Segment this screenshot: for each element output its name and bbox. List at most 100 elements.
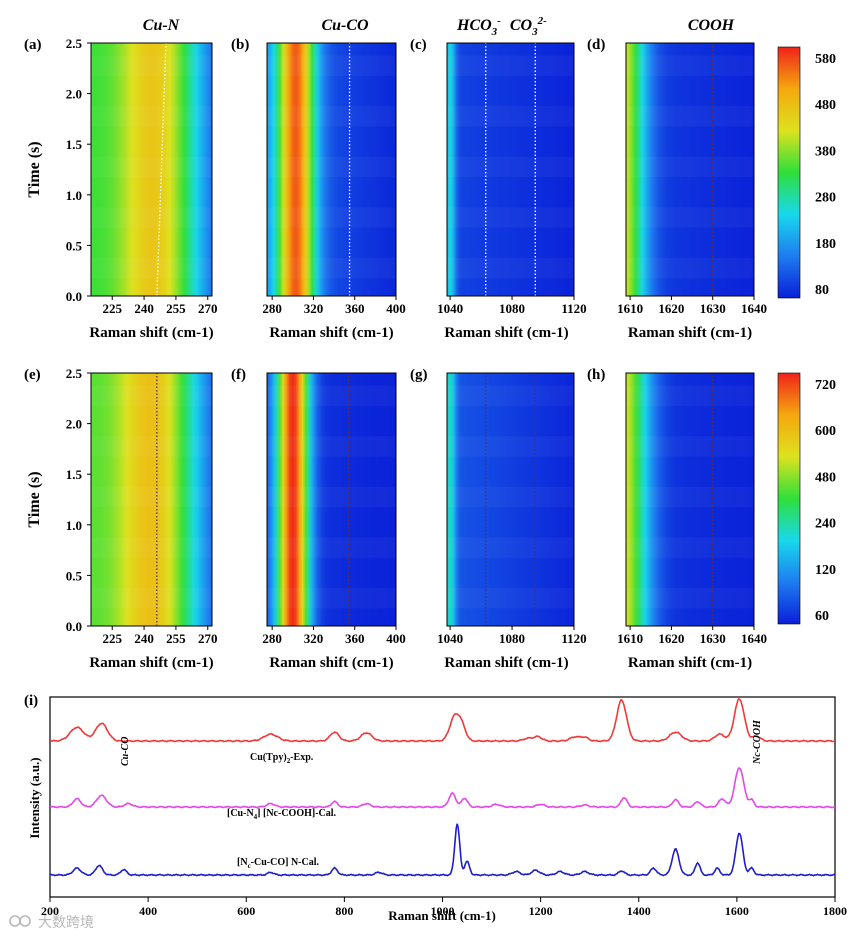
text-part: ] [Nc-COOH]-Cal. bbox=[257, 808, 336, 819]
spectra-panel-i: 200 400 600 800 1000 1200 1400 1600 1800 Raman sh… bbox=[24, 693, 847, 923]
x-tick-label: 1400 bbox=[627, 904, 651, 918]
colorbar-tick-label: 480 bbox=[815, 470, 836, 485]
y-tick-label: 0.5 bbox=[66, 238, 83, 253]
colorbar-tick-label: 120 bbox=[815, 563, 836, 578]
x-tick-label: 320 bbox=[304, 301, 324, 316]
y-axis-label: Time (s) bbox=[26, 471, 43, 527]
colorbar-tick-label: 580 bbox=[815, 52, 836, 67]
heatmap-texture-band bbox=[626, 385, 754, 406]
heatmap-panel-d bbox=[626, 43, 754, 296]
colorbar-frame bbox=[777, 372, 801, 625]
panel-frame bbox=[625, 42, 755, 297]
heatmap-texture-band bbox=[267, 55, 396, 76]
heatmap-texture-band bbox=[447, 207, 574, 228]
heatmap-panel-h bbox=[626, 373, 754, 626]
panel-title: COOH bbox=[688, 17, 735, 34]
x-axis-label: Raman shift (cm-1) bbox=[444, 655, 568, 671]
heatmap-texture-band bbox=[91, 106, 212, 127]
x-tick-label: 280 bbox=[262, 631, 282, 646]
text-part: 3 bbox=[531, 26, 538, 38]
x-tick-label: 1630 bbox=[700, 301, 726, 316]
panel-label: (b) bbox=[231, 37, 249, 53]
watermark-logo-icon bbox=[19, 915, 31, 927]
y-tick-label: 0.5 bbox=[66, 568, 83, 583]
x-tick-label: 1610 bbox=[617, 631, 643, 646]
x-tick-label: 240 bbox=[134, 301, 154, 316]
x-axis-label: Raman shift (cm-1) bbox=[444, 325, 568, 341]
heatmap-texture-band bbox=[626, 55, 754, 76]
text-part: [N bbox=[237, 857, 248, 868]
y-tick-label: 2.5 bbox=[66, 36, 83, 51]
text-part: - bbox=[497, 15, 501, 27]
y-tick-label: 0.0 bbox=[66, 619, 82, 634]
colorbar-tick-label: 280 bbox=[815, 191, 836, 206]
text-part: 4 bbox=[254, 813, 258, 821]
x-tick-label: 225 bbox=[102, 301, 122, 316]
heatmap-texture-band bbox=[267, 156, 396, 178]
heatmap-texture-band bbox=[447, 106, 574, 127]
x-tick-label: 200 bbox=[41, 904, 59, 918]
text-part: -Cu-CO] N-Cal. bbox=[251, 857, 320, 868]
text-part: HCO bbox=[456, 17, 492, 34]
spectrum-line bbox=[49, 823, 836, 877]
y-tick-label: 1.5 bbox=[66, 467, 83, 482]
x-tick-label: 280 bbox=[262, 301, 282, 316]
x-tick-label: 1040 bbox=[437, 631, 463, 646]
spectrum-line bbox=[49, 767, 836, 809]
panel-frame bbox=[625, 372, 755, 627]
y-tick-label: 2.0 bbox=[66, 87, 82, 102]
y-tick-label: 1.5 bbox=[66, 137, 83, 152]
x-axis-label: Raman shift (cm-1) bbox=[269, 655, 393, 671]
colorbar bbox=[778, 373, 800, 624]
heatmap-texture-band bbox=[626, 156, 754, 178]
x-axis-label: Raman shift (cm-1) bbox=[269, 325, 393, 341]
heatmap-texture-band bbox=[267, 588, 396, 609]
y-tick-label: 1.0 bbox=[66, 188, 82, 203]
text-part: CO bbox=[510, 17, 533, 34]
text-part: [Cu-N bbox=[227, 808, 254, 819]
panel-frame bbox=[446, 42, 575, 297]
x-tick-label: 1080 bbox=[499, 301, 525, 316]
x-tick-label: 270 bbox=[198, 631, 218, 646]
x-axis-label: Raman shift (cm-1) bbox=[628, 655, 752, 671]
x-tick-label: 255 bbox=[166, 631, 186, 646]
text-part: 2 bbox=[287, 757, 291, 765]
colorbar-tick-label: 80 bbox=[815, 283, 829, 298]
panel-label: (f) bbox=[231, 367, 246, 383]
x-tick-label: 1610 bbox=[617, 301, 643, 316]
y-tick-label: 1.0 bbox=[66, 518, 82, 533]
colorbar-tick-label: 60 bbox=[815, 609, 829, 624]
x-tick-label: 800 bbox=[335, 904, 353, 918]
heatmap-row-bottom: 225 240 255 270 Raman shift (cm-1) (e) 280 320 3… bbox=[24, 366, 836, 671]
panel-title: Cu-N bbox=[143, 17, 181, 34]
x-tick-label: 1620 bbox=[658, 301, 684, 316]
heatmap-texture-band bbox=[267, 436, 396, 457]
x-tick-label: 320 bbox=[304, 631, 324, 646]
heatmap-texture-band bbox=[267, 258, 396, 279]
heatmap-texture-band bbox=[626, 106, 754, 127]
x-tick-label: 1620 bbox=[658, 631, 684, 646]
heatmap-texture-band bbox=[626, 436, 754, 457]
watermark: 大数跨境 bbox=[9, 915, 94, 931]
y-tick-label: 2.5 bbox=[66, 366, 83, 381]
panel-frame bbox=[90, 372, 213, 627]
x-tick-label: 1000 bbox=[431, 904, 455, 918]
x-tick-label: 360 bbox=[345, 631, 365, 646]
spectra-frame bbox=[49, 696, 836, 898]
panel-label: (e) bbox=[24, 367, 41, 383]
peak-annotation: Cu-CO bbox=[120, 737, 131, 766]
x-tick-label: 1200 bbox=[529, 904, 553, 918]
panel-label: (i) bbox=[24, 693, 38, 709]
panel-frame bbox=[446, 372, 575, 627]
x-tick-label: 255 bbox=[166, 301, 186, 316]
heatmap-panel-b bbox=[267, 43, 396, 296]
text-part: 2- bbox=[537, 15, 548, 27]
panel-frame bbox=[266, 372, 397, 627]
dotted-guide-line bbox=[156, 42, 167, 297]
heatmap-panel-c bbox=[447, 43, 574, 296]
heatmap-texture-band bbox=[91, 385, 212, 406]
x-tick-label: 1040 bbox=[437, 301, 463, 316]
x-tick-label: 1600 bbox=[725, 904, 749, 918]
x-tick-label: 1120 bbox=[561, 301, 586, 316]
heatmap-texture-band bbox=[626, 486, 754, 508]
